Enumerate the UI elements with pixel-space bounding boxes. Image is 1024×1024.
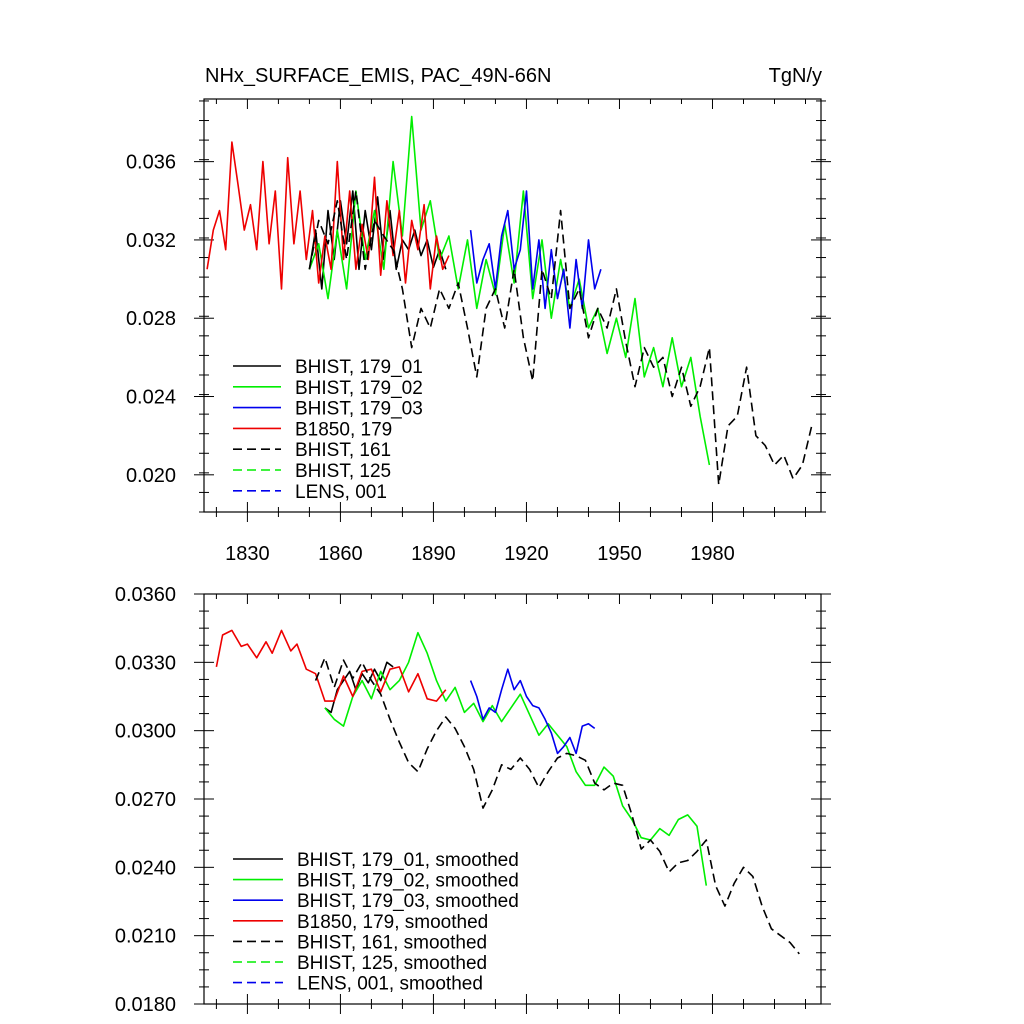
top-ytick-label: 0.028 — [126, 308, 176, 330]
top-legend-label: BHIST, 125 — [295, 461, 391, 482]
top-xtick-label: 1890 — [411, 543, 456, 565]
top-chart-title: NHx_SURFACE_EMIS, PAC_49N-66N — [205, 65, 551, 87]
bottom-legend-label: BHIST, 179_03, smoothed — [297, 891, 519, 912]
top-series-lines — [206, 115, 813, 486]
top-series-line — [308, 115, 711, 466]
bottom-series-lines — [215, 629, 800, 955]
bottom-series-line — [215, 629, 447, 702]
top-plot-frame — [203, 98, 822, 513]
top-ytick-label: 0.036 — [126, 152, 176, 174]
bottom-legend-label: LENS, 001, smoothed — [297, 974, 483, 995]
top-xtick-label: 1860 — [318, 543, 363, 565]
top-legend-label: BHIST, 179_03 — [295, 399, 423, 420]
top-legend-label: LENS, 001 — [295, 482, 387, 503]
top-xtick-label: 1830 — [225, 543, 270, 565]
bottom-ytick-label: 0.0180 — [115, 994, 176, 1016]
top-axis-ticks: 1830 1860 1890 1920 1950 1980 0.020 0.024 0.028 0… — [126, 99, 831, 565]
top-series-line — [308, 190, 447, 290]
bottom-series-line — [469, 668, 596, 755]
bottom-series-line — [314, 656, 800, 955]
top-legend-label: BHIST, 161 — [295, 440, 391, 461]
bottom-panel: 0.0180 0.0210 0.0240 0.0270 0.0300 0.0330 0.03… — [115, 584, 831, 1016]
bottom-legend-label: BHIST, 125, smoothed — [297, 953, 487, 974]
top-legend-label: BHIST, 179_02 — [295, 378, 423, 399]
bottom-axis-ticks: 0.0180 0.0210 0.0240 0.0270 0.0300 0.0330 0.03… — [115, 584, 831, 1016]
bottom-ytick-label: 0.0270 — [115, 789, 176, 811]
bottom-ytick-label: 0.0360 — [115, 584, 176, 606]
top-ytick-label: 0.032 — [126, 230, 176, 252]
top-xtick-label: 1950 — [597, 543, 642, 565]
bottom-legend-label: BHIST, 161, smoothed — [297, 932, 487, 953]
top-xtick-label: 1920 — [504, 543, 549, 565]
top-ytick-label: 0.020 — [126, 465, 176, 487]
top-series-line — [469, 190, 602, 329]
bottom-legend-label: B1850, 179, smoothed — [297, 912, 488, 933]
bottom-legend-label: BHIST, 179_01, smoothed — [297, 850, 519, 871]
bottom-series-line — [324, 631, 708, 886]
top-xtick-label: 1980 — [690, 543, 735, 565]
top-ytick-label: 0.024 — [126, 387, 176, 409]
bottom-ytick-label: 0.0300 — [115, 721, 176, 743]
bottom-ytick-label: 0.0330 — [115, 652, 176, 674]
top-series-line — [308, 190, 813, 486]
top-series-line — [206, 141, 450, 290]
bottom-ytick-label: 0.0210 — [115, 926, 176, 948]
top-legend-label: B1850, 179 — [295, 419, 392, 440]
top-panel: NHx_SURFACE_EMIS, PAC_49N-66N TgN/y 1830… — [126, 65, 831, 565]
top-chart-units: TgN/y — [769, 65, 822, 87]
bottom-legend-label: BHIST, 179_02, smoothed — [297, 871, 519, 892]
bottom-ytick-label: 0.0240 — [115, 857, 176, 879]
top-legend-label: BHIST, 179_01 — [295, 357, 423, 378]
